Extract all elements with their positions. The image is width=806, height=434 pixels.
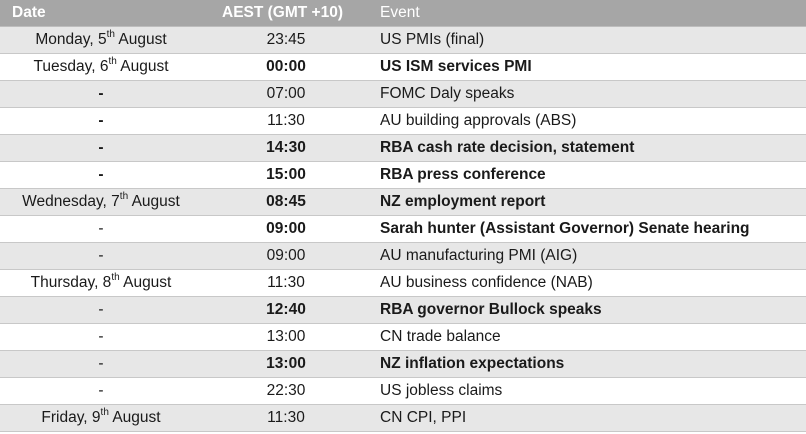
date-cell: - [0,85,202,103]
date-cell: Friday, 9th August [0,406,202,427]
header-date: Date [12,4,46,21]
date-dash: - [98,85,104,102]
time-cell: 00:00 [266,58,306,75]
time-cell: 07:00 [266,85,306,102]
event-cell: US ISM services PMI [380,58,532,75]
date-dash: - [98,355,104,372]
date-cell: Thursday, 8th August [0,271,202,292]
date-cell: - [0,220,202,238]
date-cell: - [0,139,202,157]
event-cell: RBA governor Bullock speaks [380,301,602,318]
date-dash: - [98,139,104,156]
date-month: August [128,193,180,210]
time-cell: 08:45 [266,193,306,210]
date-cell: - [0,328,202,346]
event-cell: US jobless claims [380,382,503,399]
date-cell: - [0,166,202,184]
date-ordinal-suffix: th [100,406,109,418]
date-day: Wednesday, 7 [22,193,120,210]
time-cell: 22:30 [266,382,306,399]
table-row: Monday, 5th August 23:45 US PMIs (final) [0,27,806,54]
date-day: Thursday, 8 [30,274,112,291]
date-dash: - [98,220,104,237]
table-row: - 13:00 NZ inflation expectations [0,351,806,378]
time-cell: 14:30 [266,139,306,156]
table-row: Thursday, 8th August 11:30 AU business con… [0,270,806,297]
date-ordinal-suffix: th [106,28,115,40]
date-ordinal-suffix: th [111,271,120,283]
date-day: Friday, 9 [41,409,101,426]
time-cell: 13:00 [266,355,306,372]
table-row: - 09:00 AU manufacturing PMI (AIG) [0,243,806,270]
date-cell: Tuesday, 6th August [0,55,202,76]
date-dash: - [98,166,104,183]
table-row: - 07:00 FOMC Daly speaks [0,81,806,108]
time-cell: 09:00 [266,220,306,237]
header-time: AEST (GMT +10) [222,4,344,21]
time-cell: 13:00 [266,328,306,345]
table-row: Wednesday, 7th August 08:45 NZ employment … [0,189,806,216]
header-event: Event [380,4,420,21]
date-month: August [119,274,172,291]
date-cell: Monday, 5th August [0,28,202,49]
table-row: Tuesday, 6th August 00:00 US ISM services … [0,54,806,81]
date-month: August [108,409,161,426]
table-row: - 22:30 US jobless claims [0,378,806,405]
date-day: Tuesday, 6 [33,58,109,75]
date-dash: - [98,328,104,345]
event-cell: Sarah hunter (Assistant Governor) Senate… [380,220,750,237]
event-cell: RBA press conference [380,166,546,183]
time-cell: 09:00 [266,247,306,264]
date-cell: - [0,247,202,265]
table-row: - 09:00 Sarah hunter (Assistant Governor) … [0,216,806,243]
time-cell: 11:30 [267,112,305,129]
date-month: August [114,31,167,48]
date-day: Monday, 5 [35,31,107,48]
time-cell: 15:00 [266,166,306,183]
table-header-row: Date AEST (GMT +10) Event [0,0,806,27]
event-cell: FOMC Daly speaks [380,85,515,102]
event-cell: RBA cash rate decision, statement [380,139,635,156]
date-dash: - [98,301,104,318]
table-row: - 13:00 CN trade balance [0,324,806,351]
event-cell: CN trade balance [380,328,501,345]
table-row: - 12:40 RBA governor Bullock speaks [0,297,806,324]
date-dash: - [98,112,104,129]
date-cell: - [0,382,202,400]
date-dash: - [98,247,104,264]
time-cell: 12:40 [266,301,306,318]
time-cell: 23:45 [266,31,306,48]
event-cell: US PMIs (final) [380,31,485,48]
date-cell: Wednesday, 7th August [0,190,202,211]
time-cell: 11:30 [267,409,305,426]
date-ordinal-suffix: th [108,55,117,67]
date-cell: - [0,112,202,130]
time-cell: 11:30 [267,274,305,291]
date-cell: - [0,355,202,373]
event-cell: AU building approvals (ABS) [380,112,577,129]
event-cell: AU manufacturing PMI (AIG) [380,247,578,264]
table-row: - 15:00 RBA press conference [0,162,806,189]
event-cell: AU business confidence (NAB) [380,274,593,291]
date-ordinal-suffix: th [119,190,129,202]
event-cell: CN CPI, PPI [380,409,467,426]
date-cell: - [0,301,202,319]
date-month: August [116,58,169,75]
table-row: Friday, 9th August 11:30 CN CPI, PPI [0,405,806,432]
event-cell: NZ employment report [380,193,546,210]
date-dash: - [98,382,104,399]
event-cell: NZ inflation expectations [380,355,565,372]
table-row: - 11:30 AU building approvals (ABS) [0,108,806,135]
table-row: - 14:30 RBA cash rate decision, statement [0,135,806,162]
